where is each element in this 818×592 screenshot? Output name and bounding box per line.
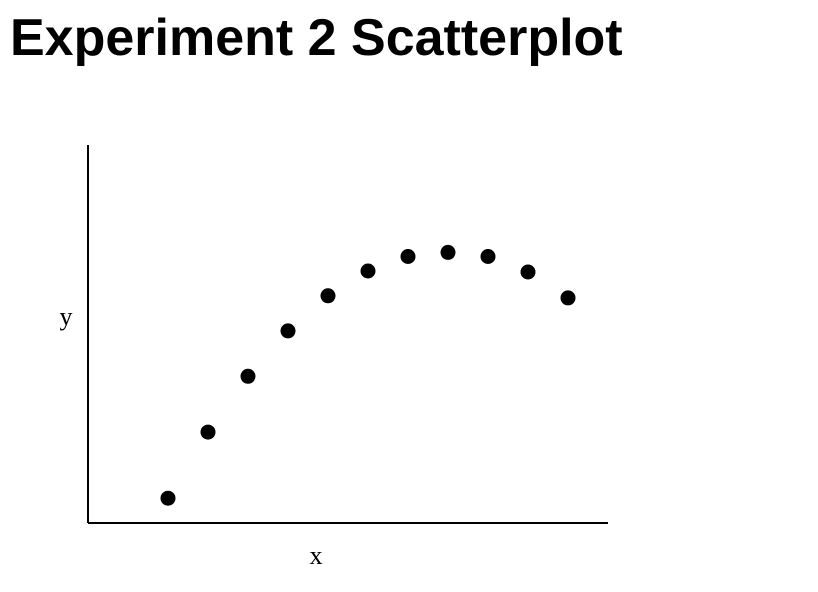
data-point: [440, 244, 456, 260]
data-point: [480, 249, 496, 264]
x-axis-label: x: [310, 541, 323, 570]
data-point: [400, 249, 416, 264]
data-point: [560, 290, 576, 306]
data-point: [160, 490, 176, 506]
y-axis-label: y: [60, 302, 73, 331]
data-point: [320, 288, 336, 304]
data-point: [520, 264, 536, 280]
chart-title: Experiment 2 Scatterplot: [10, 9, 623, 67]
data-point: [280, 323, 296, 339]
data-point: [240, 368, 256, 384]
data-point: [200, 424, 216, 440]
data-point: [360, 263, 376, 279]
data-points: [160, 244, 576, 506]
